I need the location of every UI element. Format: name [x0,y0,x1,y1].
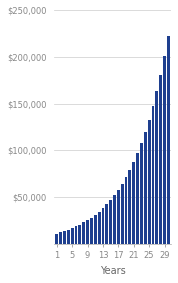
Bar [132,162,135,244]
Bar [117,190,120,244]
Bar [159,75,162,244]
X-axis label: Years: Years [100,266,125,276]
Bar [59,232,62,244]
Bar [90,218,93,244]
Bar [140,143,143,244]
Bar [144,132,147,244]
Bar [75,226,77,244]
Bar [167,36,170,244]
Bar [136,153,139,244]
Bar [113,195,116,244]
Bar [82,222,85,244]
Bar [125,177,127,244]
Bar [67,230,70,244]
Bar [71,228,74,244]
Bar [121,184,124,244]
Bar [78,225,81,244]
Bar [101,208,104,244]
Bar [148,120,151,244]
Bar [55,233,58,244]
Bar [129,170,131,244]
Bar [151,106,154,244]
Bar [94,215,97,244]
Bar [98,212,101,244]
Bar [155,91,158,244]
Bar [163,56,166,244]
Bar [105,204,108,244]
Bar [63,231,66,244]
Bar [109,200,112,244]
Bar [86,220,89,244]
